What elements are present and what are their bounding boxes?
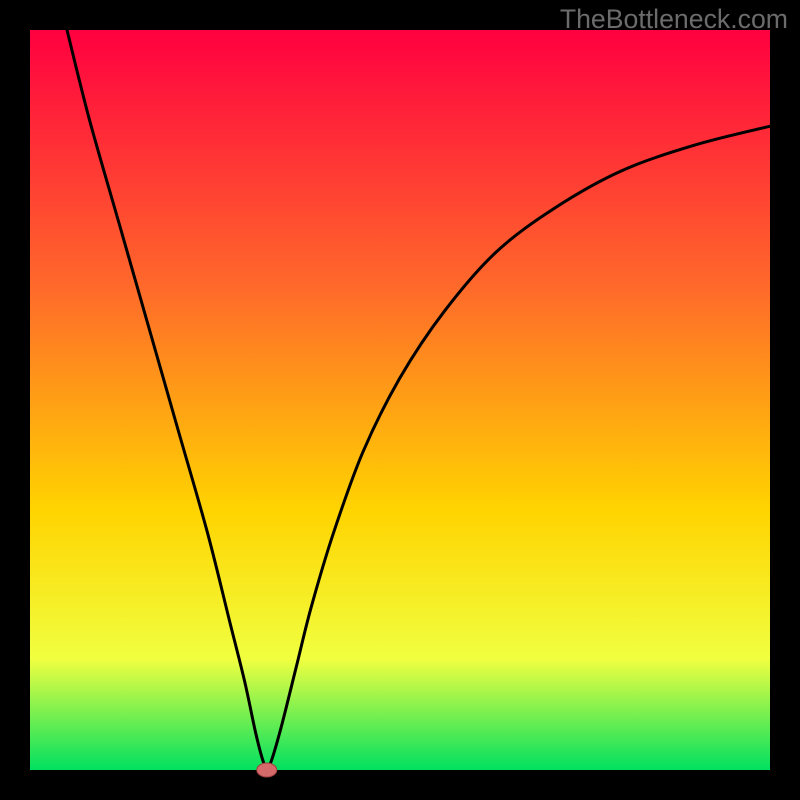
plot-area [30, 30, 770, 770]
curve-layer [30, 30, 770, 770]
chart-container: TheBottleneck.com [0, 0, 800, 800]
minimum-marker [257, 763, 277, 777]
watermark-text: TheBottleneck.com [560, 4, 788, 35]
bottleneck-curve [67, 30, 770, 767]
